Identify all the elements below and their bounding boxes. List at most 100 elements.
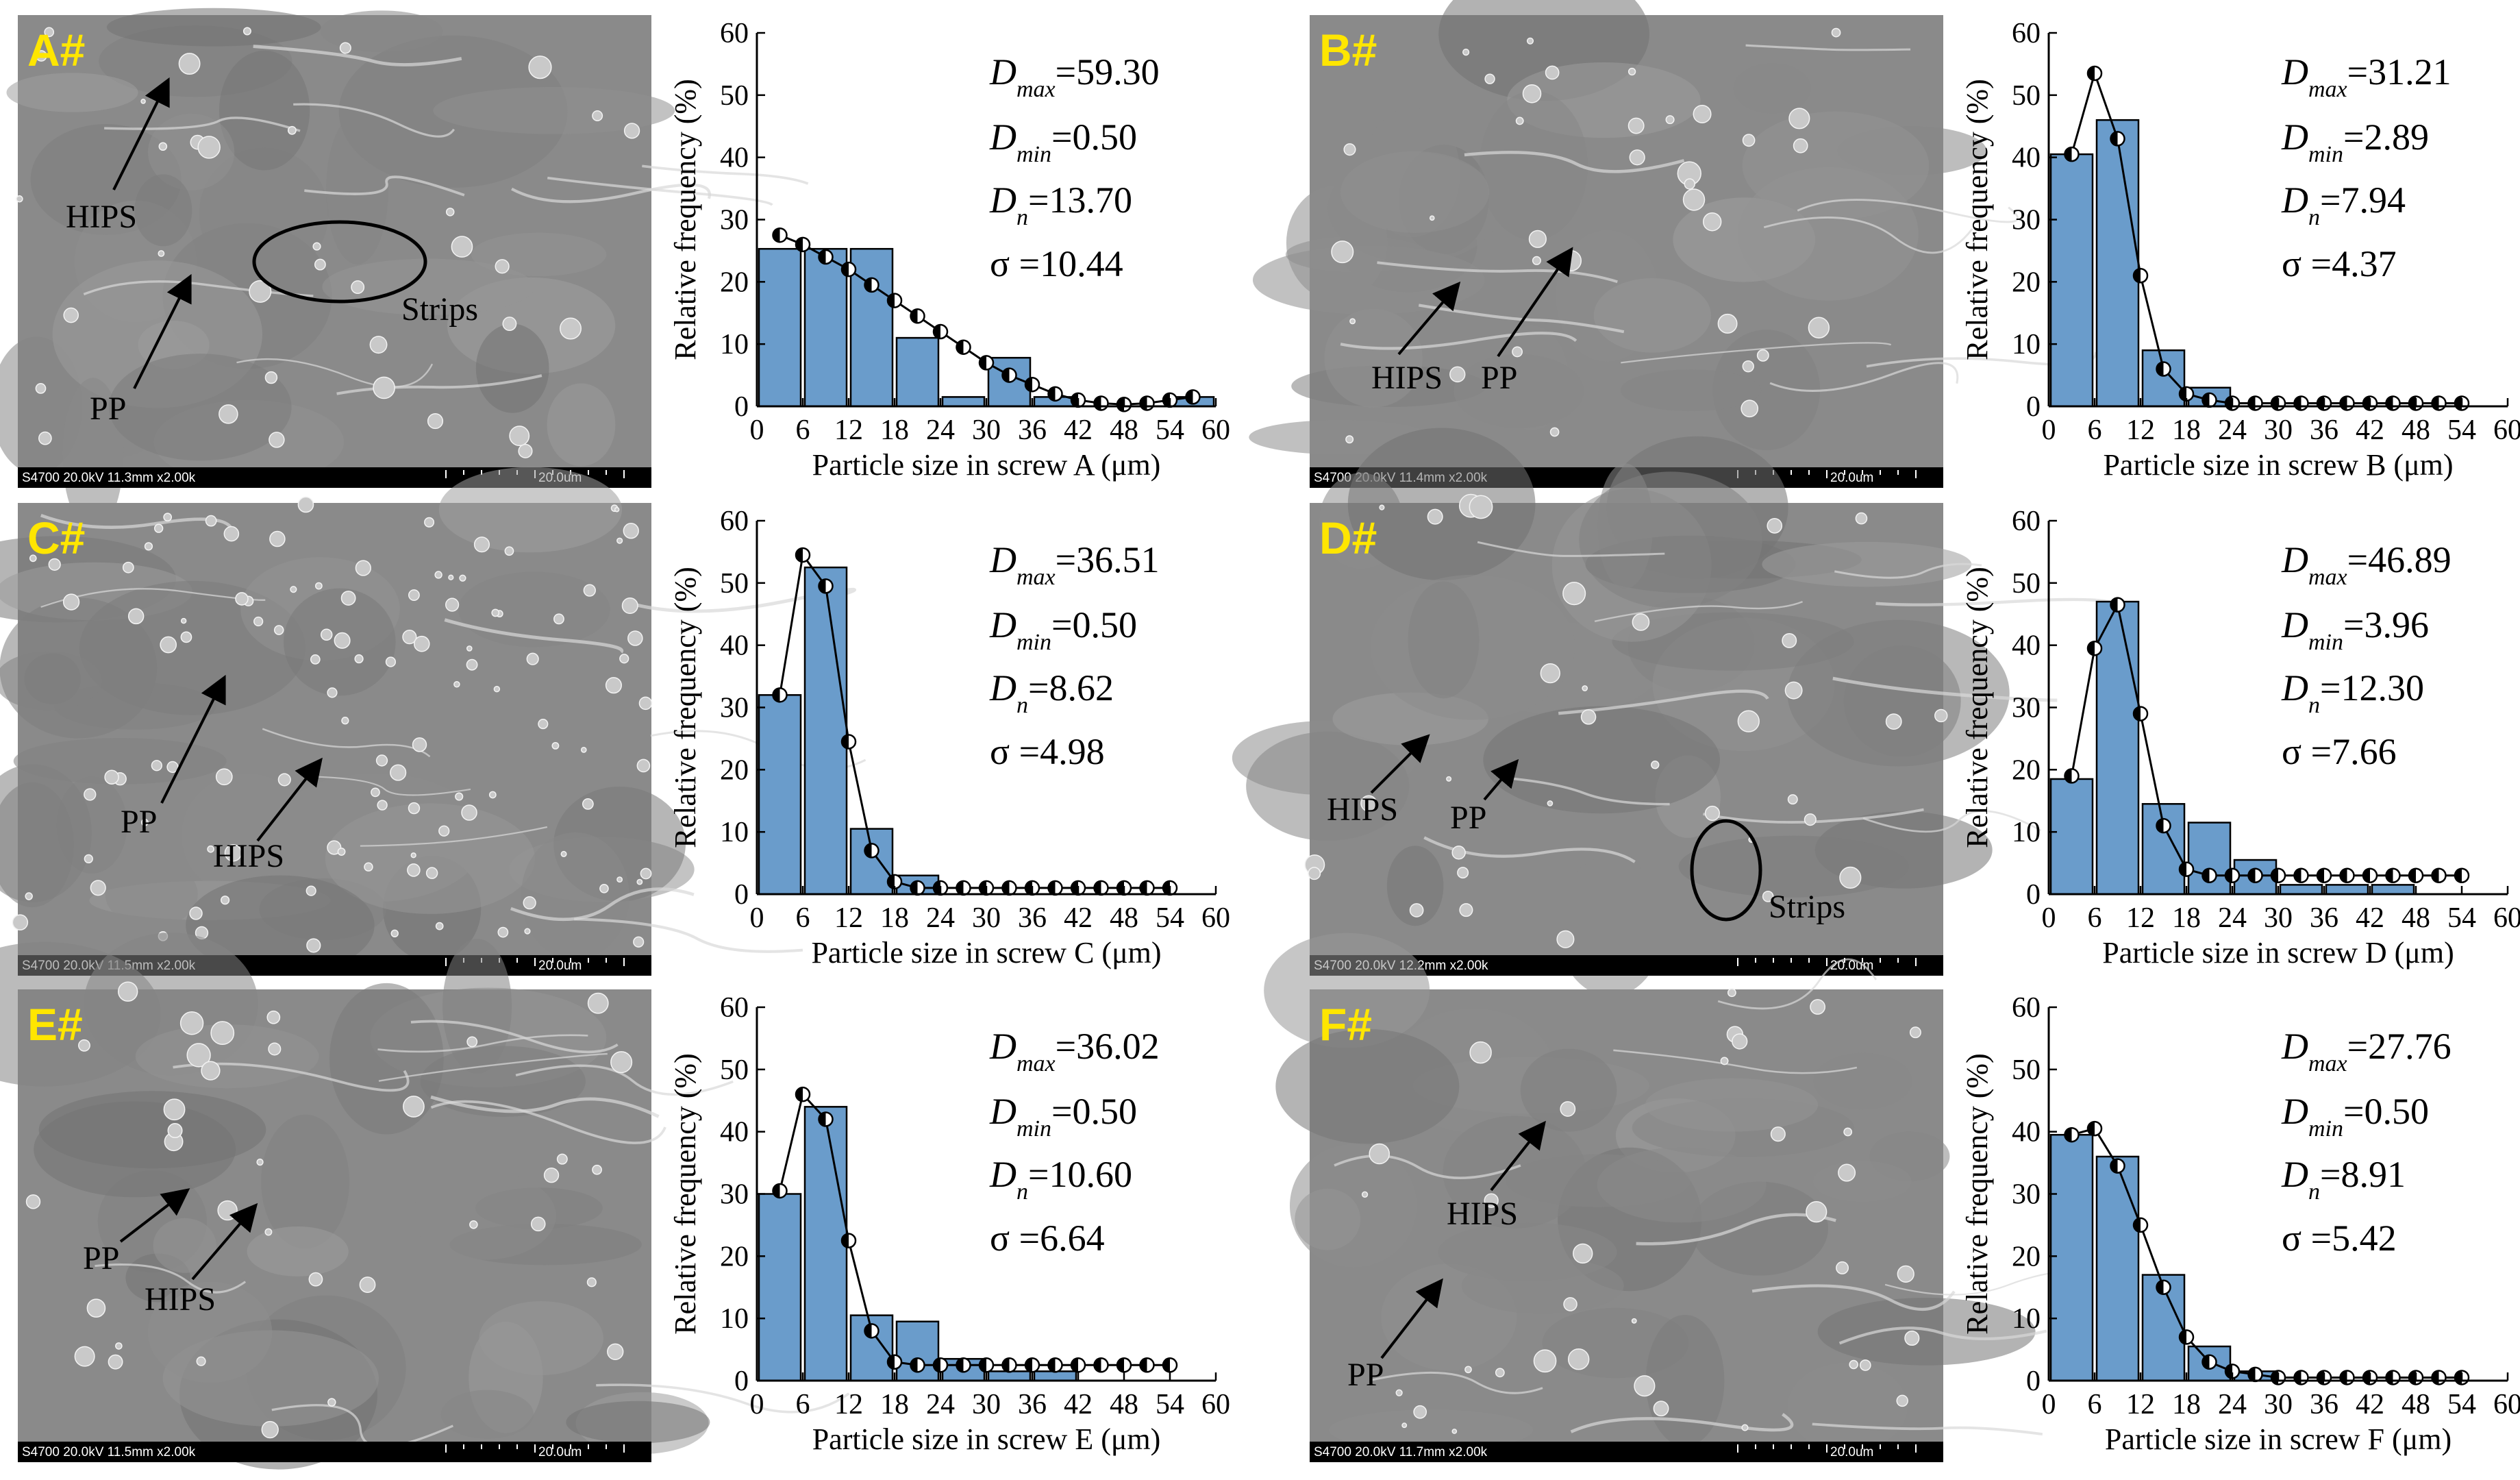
sem-particle: [616, 876, 623, 883]
sem-particle: [1459, 903, 1473, 917]
fit-point-fill: [796, 237, 803, 251]
sem-particle: [1484, 1193, 1499, 1208]
x-tick-label: 54: [2447, 415, 2476, 446]
sem-texture: [1329, 1409, 1533, 1451]
sem-particle: [334, 632, 351, 649]
sem-particle: [1897, 1265, 1914, 1283]
sem-texture: [134, 174, 192, 247]
sem-particle: [290, 586, 297, 593]
y-tick-label: 10: [720, 817, 749, 848]
sem-texture: [1479, 90, 1588, 241]
stat-dmin: Dmin=0.50: [989, 116, 1137, 167]
sem-particle: [86, 1298, 106, 1318]
sem-ridge: [336, 374, 542, 395]
sem-particle: [623, 523, 639, 539]
sem-particle: [1512, 346, 1523, 358]
sem-particle: [44, 27, 55, 38]
fit-point: [1116, 1357, 1132, 1373]
sem-particle: [407, 863, 421, 877]
stat-subscript: n: [2308, 205, 2320, 230]
sem-particle: [1720, 1057, 1729, 1065]
histogram-bar: [2049, 778, 2094, 896]
sem-scale-bar: [1737, 958, 1917, 966]
stat-symbol: D: [2281, 116, 2308, 158]
sem-ridge: [1501, 776, 1670, 806]
stat-value: =12.30: [2320, 667, 2424, 708]
sem-particle: [1549, 427, 1560, 437]
sem-texture: [326, 114, 389, 264]
stat-symbol: D: [989, 539, 1016, 580]
sem-particle: [1839, 866, 1862, 889]
fit-point: [1047, 1357, 1063, 1373]
sem-particle: [1784, 681, 1803, 700]
fit-point-fill: [1094, 880, 1101, 895]
x-tick-label: 18: [880, 415, 909, 446]
fit-point-fill: [2134, 706, 2141, 721]
sem-particle: [140, 818, 149, 826]
y-tick-label: 20: [2012, 1241, 2041, 1272]
histogram-bar: [2325, 884, 2369, 896]
sem-particle: [1810, 999, 1825, 1015]
x-tick-label: 48: [2402, 415, 2430, 446]
sem-particle: [220, 896, 230, 905]
sem-particle: [592, 110, 603, 121]
fit-point-fill: [888, 293, 895, 308]
stat-sigma: σ =4.98: [990, 731, 1105, 772]
fit-point-fill: [1071, 880, 1078, 895]
y-tick-label: 0: [2026, 879, 2041, 911]
sem-particle: [1849, 1359, 1858, 1370]
y-tick-label: 10: [2012, 1303, 2041, 1335]
panel-letter: E#: [27, 999, 83, 1050]
sem-ridge: [1570, 1413, 1794, 1433]
annotation-label-hips: HIPS: [145, 1281, 216, 1318]
sem-particle: [1855, 512, 1868, 525]
fit-point: [864, 1323, 879, 1339]
fit-point-fill: [2317, 868, 2324, 883]
sem-particle: [261, 1420, 279, 1439]
sem-particle: [1732, 1033, 1748, 1050]
sem-texture: [1386, 846, 1444, 926]
sem-particle: [1556, 930, 1575, 948]
strips-ellipse: [1690, 819, 1762, 922]
fit-point-fill: [773, 228, 780, 243]
x-tick-label: 36: [1018, 1389, 1047, 1420]
sem-particle: [140, 99, 146, 104]
annotation-arrow: [112, 77, 170, 190]
fit-point: [2156, 361, 2171, 377]
sem-particle: [1682, 188, 1706, 211]
sem-particle: [1653, 1401, 1669, 1417]
sem-particle: [186, 1043, 211, 1068]
x-axis-label: Particle size in screw A (μm): [812, 448, 1161, 482]
y-tick-label: 50: [2012, 80, 2041, 112]
sem-texture: [1324, 308, 1423, 408]
fit-point-fill: [956, 880, 964, 895]
chart-B: 0 6 12 18 24 30 36 42 48 54 60 0 10 20 30 40 50 60 Particl…: [1960, 18, 2520, 482]
histogram-bar: [2049, 153, 2094, 408]
fit-point-fill: [2110, 1159, 2118, 1173]
sem-particle: [327, 687, 338, 698]
sem-texture: [247, 1226, 349, 1276]
stat-subscript: max: [2308, 565, 2347, 590]
fit-point-fill: [2202, 393, 2210, 407]
stat-subscript: min: [1016, 1116, 1051, 1142]
fit-point-fill: [796, 547, 803, 562]
fit-point-fill: [2134, 1218, 2141, 1232]
sem-particle: [1573, 1243, 1593, 1264]
sem-texture: [1295, 1188, 1361, 1250]
annotation-label-pp: PP: [121, 804, 157, 840]
sem-particle: [314, 258, 326, 271]
sem-ridge: [1464, 151, 1685, 173]
sem-texture: [1593, 278, 1712, 353]
sem-texture: [1787, 1362, 1908, 1452]
fit-point-fill: [1163, 1358, 1170, 1372]
sem-particle: [473, 536, 490, 553]
fit-point-fill: [934, 325, 940, 338]
fit-point: [2385, 1370, 2401, 1385]
sem-particle: [314, 582, 323, 590]
sem-texture: [199, 147, 329, 280]
stat-dmax: Dmax=36.51: [989, 539, 1160, 590]
fit-point-fill: [2455, 868, 2462, 883]
sem-particle: [249, 280, 272, 303]
stat-dn: Dn=8.91: [2281, 1154, 2406, 1205]
annotation-label-hips: HIPS: [66, 199, 137, 235]
